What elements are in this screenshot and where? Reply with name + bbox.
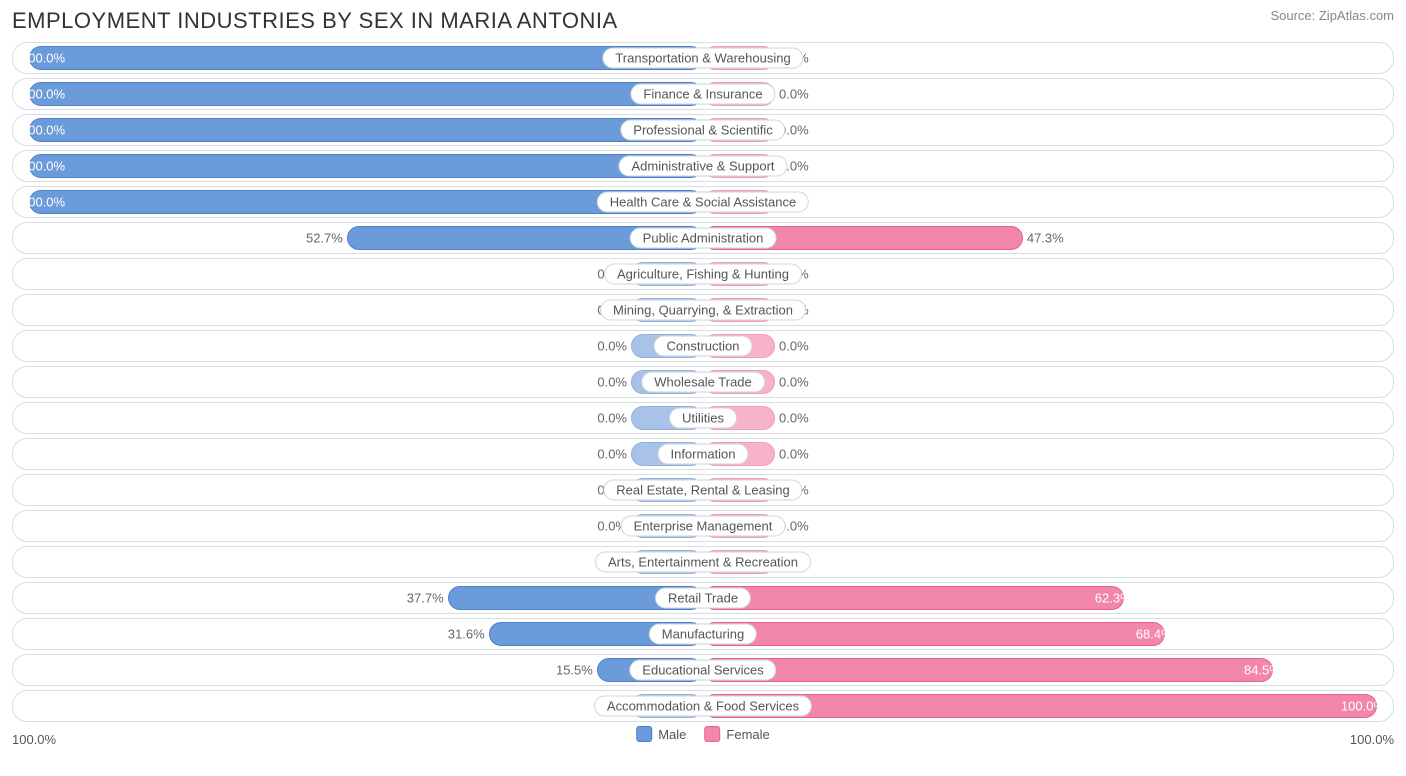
category-label: Real Estate, Rental & Leasing [603,480,802,501]
legend-female: Female [704,726,769,742]
chart-row: 0.0%0.0%Mining, Quarrying, & Extraction [12,294,1394,326]
chart-source: Source: ZipAtlas.com [1270,8,1394,23]
value-female: 84.5% [1244,663,1281,678]
legend-male: Male [636,726,686,742]
value-male: 31.6% [448,627,485,642]
value-male: 100.0% [21,123,65,138]
category-label: Agriculture, Fishing & Hunting [604,264,802,285]
chart-row: 100.0%0.0%Professional & Scientific [12,114,1394,146]
value-male: 37.7% [407,591,444,606]
category-label: Public Administration [630,228,777,249]
chart-rows: 100.0%0.0%Transportation & Warehousing10… [12,42,1394,722]
value-female: 0.0% [779,87,809,102]
chart-row: 0.0% 0.0% Utilities [12,402,1394,434]
chart-row: 0.0%0.0%Arts, Entertainment & Recreation [12,546,1394,578]
category-label: Professional & Scientific [620,120,785,141]
value-male: 0.0% [597,447,627,462]
chart-title: EMPLOYMENT INDUSTRIES BY SEX IN MARIA AN… [12,8,618,34]
chart-row: 0.0%100.0%Accommodation & Food Services [12,690,1394,722]
axis-right-label: 100.0% [1350,732,1394,747]
category-label: Utilities [669,408,737,429]
category-label: Retail Trade [655,588,751,609]
chart-row: 15.5% 84.5% Educational Services [12,654,1394,686]
value-female: 62.3% [1095,591,1132,606]
chart-row: 100.0%0.0%Transportation & Warehousing [12,42,1394,74]
chart-container: EMPLOYMENT INDUSTRIES BY SEX IN MARIA AN… [0,0,1406,752]
value-female: 47.3% [1027,231,1064,246]
bar-female [703,586,1124,610]
category-label: Construction [654,336,753,357]
value-female: 0.0% [779,375,809,390]
category-label: Finance & Insurance [630,84,775,105]
swatch-female [704,726,720,742]
chart-row: 100.0% 0.0% Finance & Insurance [12,78,1394,110]
chart-row: 37.7% 62.3% Retail Trade [12,582,1394,614]
category-label: Accommodation & Food Services [594,696,812,717]
chart-row: 0.0% 0.0% Wholesale Trade [12,366,1394,398]
value-male: 100.0% [21,51,65,66]
chart-row: 100.0%0.0%Administrative & Support [12,150,1394,182]
category-label: Transportation & Warehousing [602,48,803,69]
value-female: 0.0% [779,339,809,354]
category-label: Information [657,444,748,465]
value-male: 15.5% [556,663,593,678]
chart-row: 31.6% 68.4% Manufacturing [12,618,1394,650]
value-female: 100.0% [1341,699,1385,714]
bar-male [29,118,703,142]
bar-male [29,154,703,178]
bar-female [703,622,1165,646]
category-label: Arts, Entertainment & Recreation [595,552,811,573]
chart-header: EMPLOYMENT INDUSTRIES BY SEX IN MARIA AN… [12,8,1394,34]
category-label: Manufacturing [649,624,757,645]
chart-row: 0.0%0.0%Real Estate, Rental & Leasing [12,474,1394,506]
bar-male [29,82,703,106]
category-label: Health Care & Social Assistance [597,192,809,213]
value-male: 100.0% [21,159,65,174]
category-label: Wholesale Trade [641,372,765,393]
axis-left-label: 100.0% [12,732,56,747]
value-male: 0.0% [597,375,627,390]
value-female: 0.0% [779,447,809,462]
value-male: 52.7% [306,231,343,246]
legend-male-label: Male [658,727,686,742]
value-male: 0.0% [597,411,627,426]
value-male: 0.0% [597,339,627,354]
category-label: Administrative & Support [618,156,787,177]
chart-row: 0.0%0.0%Enterprise Management [12,510,1394,542]
chart-row: 52.7% 47.3% Public Administration [12,222,1394,254]
value-female: 0.0% [779,411,809,426]
chart-row: 100.0%0.0%Health Care & Social Assistanc… [12,186,1394,218]
value-male: 100.0% [21,87,65,102]
legend-female-label: Female [726,727,769,742]
chart-row: 0.0%0.0%Agriculture, Fishing & Hunting [12,258,1394,290]
value-female: 68.4% [1136,627,1173,642]
chart-row: 0.0% 0.0% Construction [12,330,1394,362]
bar-female [703,658,1273,682]
value-male: 100.0% [21,195,65,210]
chart-footer: 100.0% 100.0% Male Female [12,726,1394,746]
chart-row: 0.0% 0.0% Information [12,438,1394,470]
category-label: Educational Services [629,660,776,681]
legend: Male Female [636,726,770,742]
category-label: Mining, Quarrying, & Extraction [600,300,806,321]
swatch-male [636,726,652,742]
category-label: Enterprise Management [621,516,786,537]
